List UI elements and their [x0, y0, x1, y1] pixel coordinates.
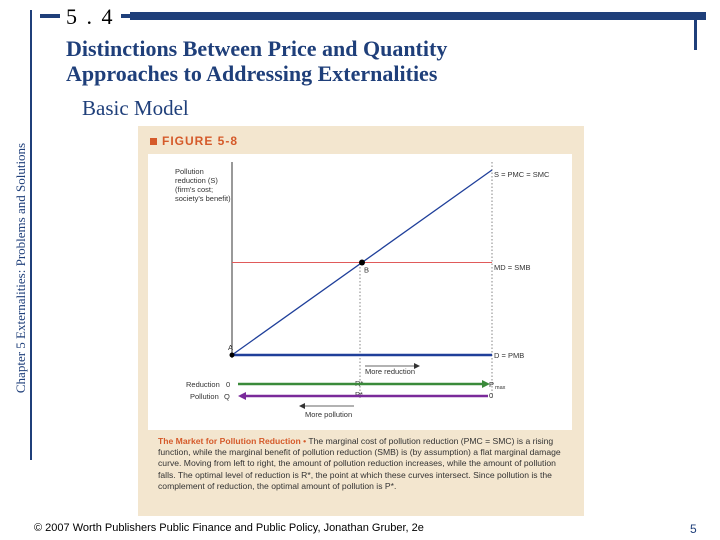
mc-series-label: S = PMC = SMC — [494, 170, 550, 179]
pollution-qmax-label: Q — [224, 392, 230, 401]
slide-title-line1: Distinctions Between Price and Quantity — [66, 36, 448, 61]
reduction-axis-label: Reduction — [186, 380, 220, 389]
reduction-zero-label: 0 — [226, 380, 230, 389]
caption-body: The marginal cost of pollution reduction… — [158, 436, 561, 491]
y-axis-label-4: society's benefit) — [175, 194, 231, 203]
d-series-label: D = PMB — [494, 351, 524, 360]
md-series-label: MD = SMB — [494, 263, 530, 272]
slide-title-line2: Approaches to Addressing Externalities — [66, 61, 438, 86]
point-a-label: A — [228, 343, 233, 352]
top-rule-thick — [130, 12, 706, 20]
more-reduction-arrowhead — [414, 363, 420, 369]
pollution-arrowhead — [238, 392, 246, 400]
point-b — [359, 259, 365, 266]
p-star-label: P* — [355, 390, 363, 399]
figure-header-text: FIGURE 5-8 — [162, 134, 239, 148]
more-reduction-label: More reduction — [365, 367, 415, 376]
slide-subtitle: Basic Model — [82, 96, 189, 120]
p-max-label: P — [489, 380, 494, 389]
point-b-label: B — [364, 266, 369, 275]
y-axis-label-1: Pollution — [175, 167, 204, 176]
y-axis-label-3: (firm's cost; — [175, 185, 213, 194]
pollution-zero-label: 0 — [489, 391, 493, 400]
page-number: 5 — [690, 522, 697, 536]
figure-header: FIGURE 5-8 — [150, 134, 238, 148]
more-pollution-arrowhead — [299, 403, 305, 409]
section-number: 5 . 4 — [60, 4, 121, 30]
figure-caption: The Market for Pollution Reduction • The… — [158, 436, 570, 492]
corner-tick — [694, 14, 697, 50]
footer-credit: © 2007 Worth Publishers Public Finance a… — [34, 522, 424, 534]
more-pollution-label: More pollution — [305, 410, 352, 419]
slide-title: Distinctions Between Price and Quantity … — [66, 36, 447, 86]
side-rule — [30, 10, 32, 460]
figure-square-icon — [150, 138, 157, 146]
y-axis-label-2: reduction (S) — [175, 176, 218, 185]
reduction-arrowhead — [482, 380, 490, 388]
caption-title: The Market for Pollution Reduction • — [158, 436, 307, 446]
pollution-axis-label: Pollution — [190, 392, 219, 401]
p-max-sub-label: max — [495, 385, 506, 391]
point-a — [229, 352, 235, 358]
